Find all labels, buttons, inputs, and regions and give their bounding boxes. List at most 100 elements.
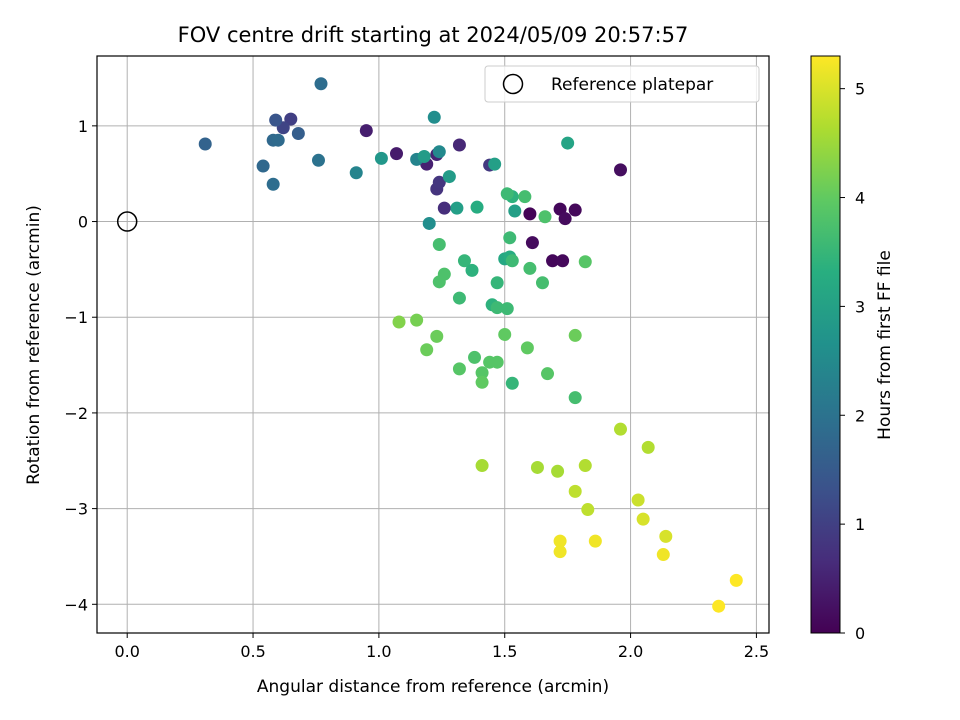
colorbar-tick-label: 4	[855, 189, 865, 208]
data-point	[475, 459, 489, 473]
x-axis-label: Angular distance from reference (arcmin)	[257, 677, 609, 697]
data-point	[568, 203, 582, 217]
legend-marker	[502, 73, 524, 95]
data-point	[578, 255, 592, 269]
data-point	[198, 137, 212, 151]
data-point	[505, 254, 519, 268]
data-point	[452, 291, 466, 305]
data-point	[523, 207, 537, 221]
data-point	[266, 177, 280, 191]
colorbar-gradient	[811, 56, 840, 633]
data-point	[488, 157, 502, 171]
colorbar-frame	[810, 55, 841, 634]
x-tick-label: 1.5	[492, 642, 517, 661]
x-axis-ticks: 0.0 0.5 1.0 1.5 2.0 2.5	[114, 633, 769, 661]
data-point	[525, 236, 539, 250]
x-tick-label: 0.5	[240, 642, 265, 661]
data-point	[546, 254, 560, 268]
data-point	[374, 151, 388, 165]
data-point	[656, 548, 670, 562]
data-point	[437, 201, 451, 215]
y-tick-label: −2	[64, 404, 88, 423]
data-point	[636, 512, 650, 526]
data-point	[430, 329, 444, 343]
x-tick-label: 1.0	[366, 642, 391, 661]
data-point	[614, 163, 628, 177]
legend-box	[484, 65, 760, 103]
data-point	[588, 534, 602, 548]
data-point	[490, 355, 504, 369]
data-point	[450, 201, 464, 215]
data-point	[475, 375, 489, 389]
colorbar-tick-label: 3	[855, 297, 865, 316]
data-point	[568, 328, 582, 342]
data-point	[442, 170, 456, 184]
data-point	[465, 263, 479, 277]
data-point	[420, 343, 434, 357]
data-point	[581, 503, 595, 517]
colorbar-tick-label: 1	[855, 515, 865, 534]
data-point	[523, 261, 537, 275]
data-point	[508, 204, 522, 218]
data-point	[578, 459, 592, 473]
data-point	[349, 166, 363, 180]
colorbar-ticks: 0 1 2 3 4 5	[840, 80, 865, 643]
data-point	[475, 366, 489, 380]
x-tick-label: 2.0	[618, 642, 643, 661]
data-point	[452, 362, 466, 376]
data-point	[314, 77, 328, 91]
data-point	[659, 529, 673, 543]
data-point	[392, 315, 406, 329]
data-point	[427, 110, 441, 124]
colorbar-tick-label: 0	[855, 624, 865, 643]
data-point	[553, 202, 567, 216]
data-points	[198, 77, 743, 613]
data-point	[500, 302, 514, 316]
data-point	[518, 190, 532, 204]
data-point	[498, 327, 512, 341]
data-point	[359, 124, 373, 138]
data-point	[269, 113, 283, 127]
y-tick-label: 1	[78, 117, 88, 136]
colorbar-tick-label: 5	[855, 80, 865, 99]
y-tick-label: −4	[64, 595, 88, 614]
reference-marker	[116, 211, 138, 232]
data-point	[558, 212, 572, 226]
plot-frame	[96, 55, 770, 634]
y-tick-label: 0	[78, 213, 88, 232]
y-axis-label: Rotation from reference (arcmin)	[24, 205, 44, 485]
data-point	[432, 175, 446, 189]
data-point	[568, 391, 582, 405]
data-point	[271, 133, 285, 147]
data-point	[457, 254, 471, 268]
data-point	[468, 350, 482, 364]
data-point	[631, 493, 645, 507]
legend: Reference platepar	[484, 65, 760, 103]
x-tick-label: 2.5	[744, 642, 769, 661]
data-point	[551, 464, 565, 478]
data-point	[284, 112, 298, 126]
data-point	[311, 153, 325, 167]
data-point	[432, 275, 446, 289]
data-point	[432, 145, 446, 159]
data-point	[712, 599, 726, 613]
grid-lines	[97, 56, 769, 633]
data-point	[535, 276, 549, 290]
data-point	[538, 210, 552, 224]
data-point	[541, 367, 555, 381]
colorbar-label: Hours from first FF file	[875, 250, 895, 440]
data-point	[505, 376, 519, 390]
data-point	[432, 238, 446, 252]
x-tick-label: 0.0	[114, 642, 139, 661]
data-point	[553, 534, 567, 548]
data-point	[291, 127, 305, 141]
data-point	[490, 301, 504, 315]
data-point	[520, 341, 534, 355]
data-point	[641, 440, 655, 454]
data-point	[568, 484, 582, 498]
y-axis-ticks: −4 −3 −2 −1 0 1	[64, 117, 97, 614]
data-point	[410, 313, 424, 327]
data-point	[390, 147, 404, 161]
data-point	[503, 231, 517, 245]
